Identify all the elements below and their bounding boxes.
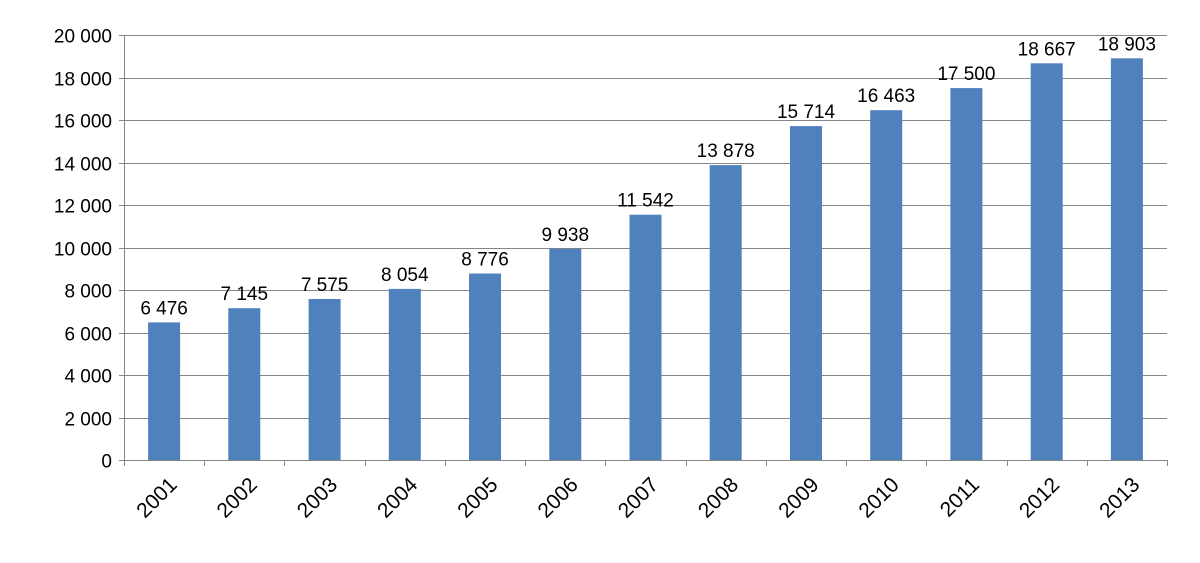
- y-tick-label: 6 000: [64, 325, 112, 346]
- bar: [308, 299, 341, 460]
- data-label: 18 903: [1098, 34, 1156, 55]
- data-label: 7 145: [221, 284, 269, 305]
- labels: 0 2 000 4 000 6 000 8 000 10 000 12 000 14 000 1…: [54, 27, 1156, 523]
- data-label: 16 463: [857, 86, 915, 107]
- y-tick-label: 18 000: [54, 70, 112, 91]
- x-tick-label: 2005: [453, 473, 502, 522]
- bar: [790, 126, 822, 460]
- bars: [148, 58, 1143, 461]
- bar: [388, 288, 421, 460]
- x-tick-label: 2004: [373, 473, 423, 523]
- x-tick-label: 2010: [854, 473, 903, 522]
- data-label: 11 542: [617, 191, 674, 212]
- y-tick-label: 10 000: [54, 240, 112, 261]
- y-tick-label: 16 000: [54, 112, 112, 133]
- x-tick-label: 2008: [694, 473, 743, 522]
- data-label: 17 500: [937, 64, 995, 85]
- bar: [1030, 63, 1063, 461]
- data-label: 18 667: [1018, 39, 1076, 60]
- axes: [119, 35, 1168, 466]
- x-tick-label: 2012: [1015, 473, 1064, 522]
- y-tick-label: 14 000: [54, 155, 112, 176]
- bar: [1110, 58, 1143, 461]
- y-tick-label: 4 000: [64, 367, 112, 388]
- x-tick-label: 2001: [132, 473, 181, 522]
- y-tick-label: 2 000: [64, 410, 112, 431]
- bar: [469, 273, 501, 460]
- bar: [950, 88, 983, 460]
- data-label: 6 476: [140, 298, 188, 319]
- bar: [549, 248, 582, 460]
- y-tick-label: 12 000: [54, 197, 112, 218]
- y-tick-label: 20 000: [54, 27, 112, 48]
- y-tick-label: 0: [101, 452, 112, 473]
- bar: [709, 165, 742, 460]
- y-tick-label: 8 000: [64, 282, 112, 303]
- bar: [629, 214, 662, 460]
- x-tick-label: 2013: [1095, 473, 1144, 522]
- data-label: 7 575: [301, 275, 349, 296]
- x-tick-label: 2003: [293, 473, 342, 522]
- data-label: 8 054: [381, 265, 429, 286]
- x-tick-label: 2007: [614, 473, 663, 522]
- data-label: 9 938: [542, 225, 590, 246]
- x-tick-label: 2002: [213, 473, 262, 522]
- data-label: 13 878: [697, 141, 755, 162]
- data-label: 8 776: [461, 250, 509, 271]
- bar: [148, 322, 181, 460]
- x-tick-label: 2009: [774, 473, 823, 522]
- bar: [228, 308, 261, 460]
- data-label: 15 714: [777, 102, 836, 123]
- x-tick-label: 2011: [936, 473, 984, 521]
- x-tick-label: 2006: [534, 473, 583, 522]
- bar: [870, 110, 903, 460]
